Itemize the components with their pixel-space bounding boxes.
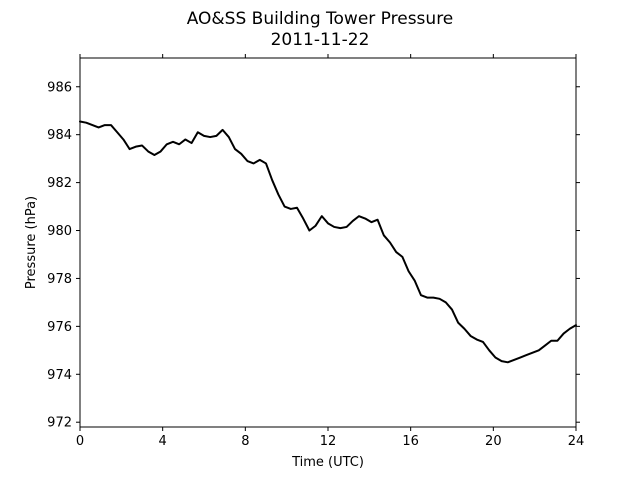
x-tick-label: 20 [485, 434, 502, 449]
chart-subtitle: 2011-11-22 [271, 30, 370, 50]
x-tick-label: 24 [568, 434, 585, 449]
plot-frame [79, 57, 577, 428]
y-tick-label: 984 [47, 128, 72, 143]
x-tick-label: 12 [320, 434, 337, 449]
y-tick-label: 982 [47, 176, 72, 191]
x-tick-label: 0 [76, 434, 84, 449]
y-axis-label: Pressure (hPa) [24, 196, 39, 289]
y-tick-label: 978 [47, 272, 72, 287]
x-tick-label: 16 [402, 434, 419, 449]
series [79, 120, 577, 364]
y-tick-label: 986 [47, 80, 72, 95]
y-tick-label: 972 [47, 416, 72, 431]
y-tick-label: 976 [47, 320, 72, 335]
y-tick-label: 974 [47, 368, 72, 383]
x-tick-label: 8 [241, 434, 249, 449]
ticks: 0 4 8 12 16 20 24 972 974 976 978 980 982 984 986 [47, 54, 584, 449]
y-tick-label: 980 [47, 224, 72, 239]
x-axis-label: Time (UTC) [291, 455, 364, 470]
x-tick-label: 4 [159, 434, 167, 449]
series-line [79, 120, 577, 364]
chart-title: AO&SS Building Tower Pressure [187, 9, 454, 29]
